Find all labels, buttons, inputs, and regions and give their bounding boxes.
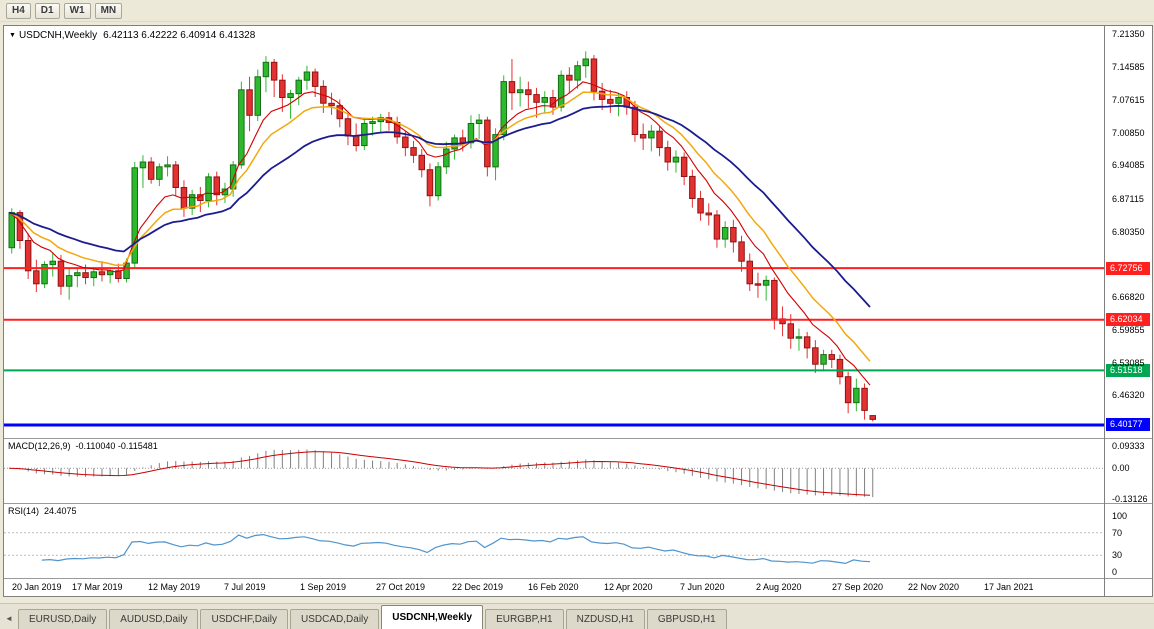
macd-name: MACD(12,26,9) (8, 441, 71, 451)
price-axis-label: 7.07615 (1112, 95, 1145, 106)
time-axis-label: 27 Oct 2019 (376, 582, 426, 592)
macd-axis-label: 0.00 (1112, 463, 1130, 474)
tab-audusd-daily[interactable]: AUDUSD,Daily (109, 609, 199, 629)
macd-canvas[interactable] (4, 439, 1104, 503)
axis-separator (1104, 26, 1105, 596)
timeframe-w1-button[interactable]: W1 (63, 2, 91, 19)
macd-panel[interactable]: MACD(12,26,9) -0.110040 -0.115481 (4, 439, 1104, 503)
time-axis-label: 16 Feb 2020 (528, 582, 579, 592)
tab-usdcnh-weekly[interactable]: USDCNH,Weekly (381, 605, 484, 629)
time-axis-label: 7 Jun 2020 (680, 582, 725, 592)
price-axis-label: 7.00850 (1112, 127, 1145, 138)
tab-usdcad-daily[interactable]: USDCAD,Daily (290, 609, 380, 629)
tab-usdchf-daily[interactable]: USDCHF,Daily (200, 609, 289, 629)
hline-price-badge: 6.51518 (1106, 363, 1150, 377)
price-axis-label: 6.59855 (1112, 325, 1145, 336)
rsi-value: 24.4075 (44, 506, 77, 516)
time-axis-label: 17 Mar 2019 (72, 582, 123, 592)
time-axis-label: 7 Jul 2019 (224, 582, 266, 592)
time-axis-label: 22 Nov 2020 (908, 582, 960, 592)
rsi-axis: 100 70 30 0 (1105, 504, 1152, 578)
rsi-axis-label: 70 (1112, 527, 1123, 538)
rsi-panel[interactable]: RSI(14) 24.4075 (4, 504, 1104, 578)
price-axis[interactable]: 6.72756 6.62034 6.51518 6.40177 7.21350 7.145… (1105, 26, 1152, 438)
time-axis-label: 2 Aug 2020 (756, 582, 802, 592)
chart-window: ▼ USDCNH,Weekly 6.42113 6.42222 6.40914 6.… (3, 25, 1153, 597)
panel-separator (4, 578, 1152, 579)
macd-values: -0.110040 -0.115481 (75, 441, 158, 451)
timeframe-mn-button[interactable]: MN (94, 2, 123, 19)
tab-eurgbp-h1[interactable]: EURGBP,H1 (485, 609, 564, 629)
price-axis-label: 6.66820 (1112, 291, 1145, 302)
macd-axis-label: 0.09333 (1112, 441, 1145, 452)
chart-tabs: EURUSD,Daily AUDUSD,Daily USDCHF,Daily USDC… (18, 605, 729, 629)
hline-price-badge: 6.62034 (1106, 313, 1150, 327)
time-axis-label: 27 Sep 2020 (832, 582, 884, 592)
rsi-canvas[interactable] (4, 504, 1104, 578)
symbol-dropdown-icon[interactable]: ▼ (9, 32, 16, 39)
price-axis-label: 6.80350 (1112, 226, 1145, 237)
time-axis-label: 12 Apr 2020 (604, 582, 653, 592)
rsi-label: RSI(14) 24.4075 (8, 506, 77, 516)
chart-title: ▼ USDCNH,Weekly 6.42113 6.42222 6.40914 6.… (9, 30, 255, 41)
tab-eurusd-daily[interactable]: EURUSD,Daily (18, 609, 108, 629)
rsi-axis-label: 0 (1112, 567, 1118, 577)
panel-separator[interactable] (4, 438, 1152, 439)
rsi-axis-label: 100 (1112, 511, 1128, 521)
rsi-name: RSI(14) (8, 506, 40, 516)
rsi-axis-label: 30 (1112, 550, 1123, 561)
price-axis-label: 7.14585 (1112, 61, 1145, 72)
tab-scroll-left-button[interactable]: ◄ (5, 613, 13, 623)
chart-ohlc-values: 6.42113 6.42222 6.40914 6.41328 (103, 30, 256, 41)
chart-tab-bar: ◄ EURUSD,Daily AUDUSD,Daily USDCHF,Daily US… (0, 603, 1154, 629)
chart-symbol-period: USDCNH,Weekly (18, 30, 98, 41)
price-chart[interactable]: ▼ USDCNH,Weekly 6.42113 6.42222 6.40914 6.… (4, 26, 1104, 438)
time-axis-label: 22 Dec 2019 (452, 582, 504, 592)
timeframe-h4-button[interactable]: H4 (6, 2, 31, 19)
macd-axis: 0.09333 0.00 -0.13126 (1105, 439, 1152, 505)
time-axis-label: 12 May 2019 (148, 582, 201, 592)
price-axis-label: 6.94085 (1112, 160, 1145, 171)
price-axis-label: 6.53085 (1112, 357, 1145, 368)
tab-gbpusd-h1[interactable]: GBPUSD,H1 (646, 609, 727, 629)
time-axis[interactable]: 20 Jan 2019 17 Mar 2019 12 May 2019 7 Jul 2… (4, 579, 1104, 596)
macd-axis-label: -0.13126 (1112, 494, 1148, 505)
hline-price-badge: 6.72756 (1106, 261, 1150, 275)
hline-price-badge: 6.40177 (1106, 418, 1150, 432)
price-axis-label: 6.46320 (1112, 390, 1145, 401)
time-axis-label: 20 Jan 2019 (12, 582, 62, 592)
time-axis-label: 17 Jan 2021 (984, 582, 1034, 592)
timeframe-toolbar: H4 D1 W1 MN (0, 0, 1154, 22)
timeframe-d1-button[interactable]: D1 (34, 2, 60, 19)
macd-label: MACD(12,26,9) -0.110040 -0.115481 (8, 441, 158, 451)
timeframe-buttons: H4 D1 W1 MN (6, 2, 123, 19)
time-axis-label: 1 Sep 2019 (300, 582, 347, 592)
price-axis-label: 7.21350 (1112, 29, 1145, 40)
price-axis-label: 6.87115 (1112, 193, 1144, 204)
panel-separator[interactable] (4, 503, 1152, 504)
tab-nzdusd-h1[interactable]: NZDUSD,H1 (565, 609, 645, 629)
price-chart-canvas[interactable] (4, 26, 1104, 438)
